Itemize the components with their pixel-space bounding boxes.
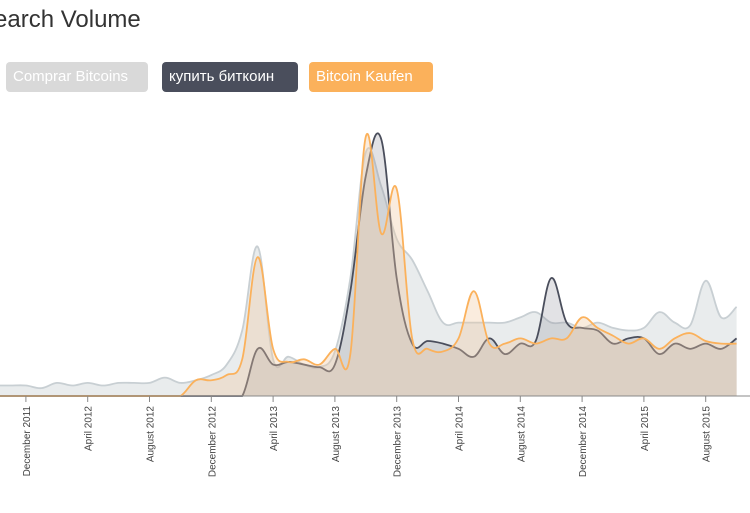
- series-area-bitcoin-kaufen: [0, 133, 737, 397]
- legend-item-kupit-bitkoin[interactable]: купить биткоин: [162, 62, 298, 92]
- x-tick-label: August 2012: [146, 406, 157, 463]
- chart-title: earch Volume: [0, 6, 141, 33]
- x-tick-label: December 2014: [578, 406, 589, 478]
- series-area-comprar-bitcoins: [0, 148, 737, 396]
- x-tick-label: April 2014: [455, 406, 466, 451]
- x-axis-ticks: December 2011 April 2012 August 2012 Decemb…: [22, 396, 713, 477]
- x-tick-label: December 2012: [207, 406, 218, 478]
- x-tick-label: December 2013: [393, 406, 404, 478]
- x-tick-label: April 2012: [84, 406, 95, 451]
- x-tick-label: April 2015: [640, 406, 651, 451]
- x-tick-label: August 2014: [516, 406, 527, 463]
- x-tick-label: December 2011: [22, 406, 33, 477]
- legend-item-comprar-bitcoins[interactable]: Comprar Bitcoins: [6, 62, 148, 92]
- x-tick-label: August 2013: [331, 406, 342, 463]
- x-tick-label: April 2013: [269, 406, 280, 451]
- plot-area: [0, 132, 738, 397]
- series-area-kupit-bitkoin: [0, 133, 737, 397]
- legend-item-bitcoin-kaufen[interactable]: Bitcoin Kaufen: [309, 62, 433, 92]
- x-tick-label: August 2015: [702, 406, 713, 463]
